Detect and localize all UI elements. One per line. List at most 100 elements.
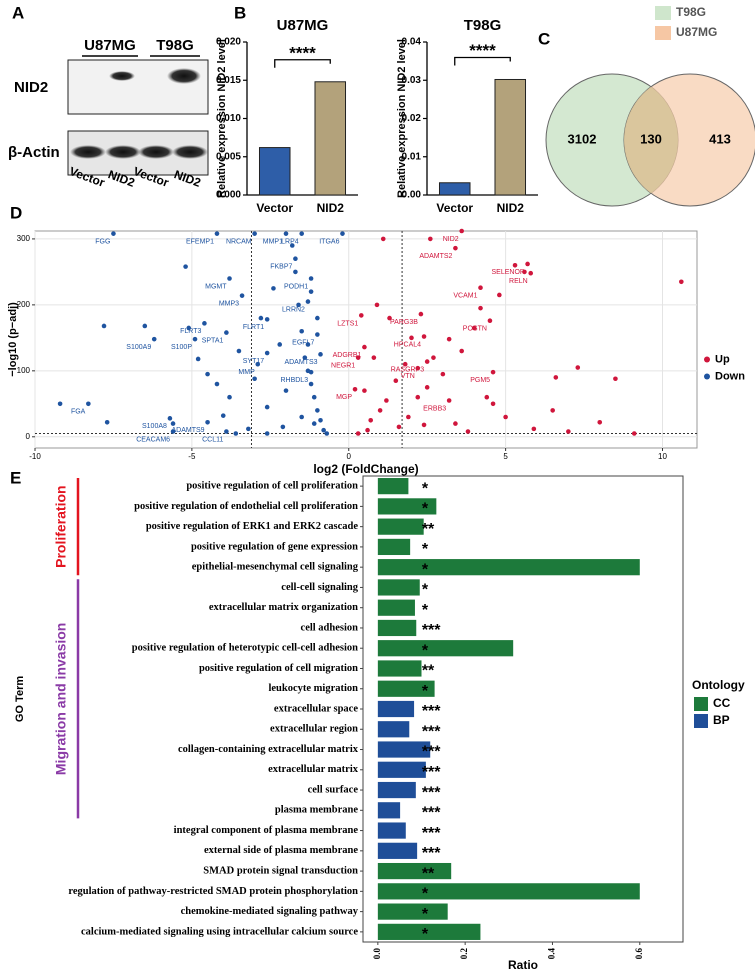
- point: [205, 371, 210, 377]
- point: [111, 231, 116, 236]
- significance: **: [422, 663, 435, 680]
- gene-label: PGM5: [470, 377, 490, 384]
- cell-line: T98G: [156, 37, 194, 54]
- point: [305, 299, 311, 304]
- bar: [314, 81, 347, 196]
- x-tick-label: 0.6: [634, 948, 644, 960]
- chart-title: U87MG: [277, 17, 329, 34]
- x-tick-label: NID2: [497, 201, 525, 215]
- point: [252, 231, 257, 236]
- point: [170, 429, 176, 434]
- point: [453, 245, 458, 251]
- category-label: positive regulation of heterotypic cell-…: [132, 643, 358, 654]
- point: [471, 325, 477, 331]
- point: [239, 293, 245, 298]
- point: [528, 270, 534, 276]
- panel-label: A: [12, 3, 24, 22]
- point: [459, 348, 464, 354]
- gene-label: FGG: [95, 238, 110, 245]
- point: [490, 369, 496, 375]
- point: [299, 414, 304, 420]
- point: [550, 408, 555, 413]
- points: [57, 228, 684, 436]
- point: [220, 413, 226, 418]
- venn-overlap: [624, 86, 678, 194]
- category-label: epithelial-mesenchymal cell signaling: [192, 562, 359, 573]
- point: [358, 313, 364, 318]
- x-tick-label: NID2: [317, 201, 345, 215]
- point: [424, 385, 430, 390]
- point: [264, 350, 270, 356]
- y-tick-label: 0.000: [216, 190, 241, 201]
- bar: [377, 862, 452, 880]
- protein-label: NID2: [14, 79, 48, 96]
- gene-label: S100A8: [142, 423, 167, 430]
- bar: [377, 822, 406, 839]
- category-label: integral component of plasma membrane: [174, 825, 359, 836]
- bar: [438, 182, 471, 196]
- group-label: Proliferation: [53, 485, 69, 567]
- gene-label: MMP: [238, 369, 255, 376]
- legend-swatch: [655, 6, 671, 20]
- significance: ***: [422, 805, 441, 822]
- significance: ***: [422, 764, 441, 781]
- point: [324, 431, 330, 436]
- bar: [377, 721, 410, 738]
- significance: *: [422, 642, 429, 659]
- gene-label: VTN: [401, 373, 415, 380]
- point: [315, 315, 320, 321]
- point: [280, 424, 286, 430]
- bar: [377, 761, 426, 778]
- significance: *: [422, 541, 429, 558]
- category-label: cell surface: [308, 784, 359, 795]
- point: [151, 336, 157, 342]
- legend-marker: [704, 373, 710, 380]
- gene-label: EGFL7: [292, 339, 314, 346]
- point: [192, 336, 198, 342]
- point: [318, 417, 323, 423]
- significance: ***: [422, 723, 441, 740]
- category-label: collagen-containing extracellular matrix: [178, 744, 359, 755]
- gene-label: FLRT1: [243, 324, 264, 331]
- significance: ***: [422, 825, 441, 842]
- point: [236, 348, 242, 354]
- point: [446, 336, 452, 342]
- point: [428, 236, 433, 242]
- bar: [377, 559, 640, 576]
- gene-label: CCL11: [202, 436, 223, 443]
- gene-label: CEACAM6: [136, 436, 170, 443]
- significance: *: [422, 906, 429, 923]
- gene-label: MMP3: [219, 300, 239, 307]
- bar: [377, 599, 415, 616]
- point: [283, 388, 289, 393]
- gene-label: FGA: [71, 409, 86, 416]
- point: [202, 321, 207, 326]
- category-label: extracellular space: [274, 703, 358, 714]
- point: [355, 355, 361, 360]
- point: [575, 365, 581, 370]
- point: [484, 394, 490, 400]
- gene-label: ITGA6: [319, 238, 339, 245]
- significance: **: [422, 521, 435, 538]
- x-tick-label: -5: [188, 452, 196, 461]
- y-tick-label: 0.015: [216, 75, 241, 86]
- venn-count: 3102: [568, 131, 597, 146]
- point: [271, 286, 276, 291]
- point: [252, 376, 257, 382]
- point: [321, 427, 326, 433]
- gene-label: MMP1: [263, 238, 283, 245]
- y-tick-label: 0: [26, 432, 31, 441]
- point: [255, 361, 261, 367]
- category-label: extracellular matrix organization: [209, 602, 358, 613]
- blot-band: [172, 145, 208, 159]
- significance: *: [422, 582, 429, 599]
- significance-bracket: [454, 56, 511, 66]
- y-axis-label: GO Term: [14, 676, 26, 722]
- bar: [377, 781, 416, 799]
- point: [415, 394, 421, 400]
- gene-label: NRCAM: [226, 238, 252, 245]
- bar: [377, 700, 415, 718]
- gene-label: PARG3B: [390, 319, 418, 326]
- category-label: positive regulation of ERK1 and ERK2 cas…: [146, 521, 358, 532]
- point: [566, 429, 571, 434]
